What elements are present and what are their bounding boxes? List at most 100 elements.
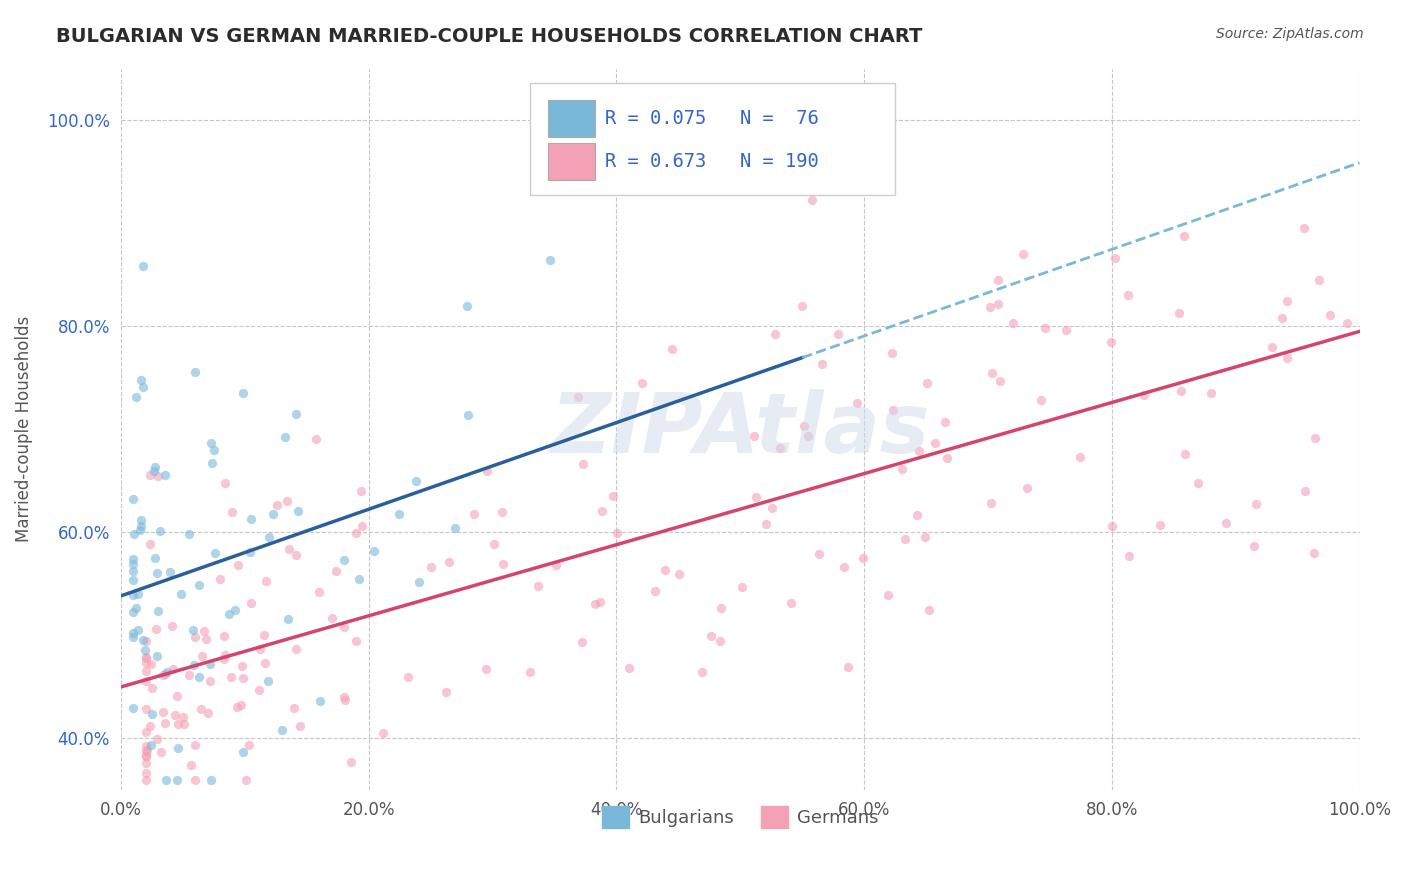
Point: [1336, 317, 1358, 331]
Point: [1174, 447, 1197, 461]
Point: [837, 660, 859, 674]
Point: [797, 429, 820, 443]
Point: [475, 464, 498, 478]
Point: [905, 508, 928, 523]
Point: [890, 462, 912, 476]
Point: [145, 622, 167, 636]
Point: [790, 299, 813, 313]
Point: [122, 701, 145, 715]
Point: [146, 604, 169, 618]
Point: [344, 634, 367, 648]
Point: [1002, 316, 1025, 330]
Point: [162, 662, 184, 676]
Point: [256, 673, 278, 688]
Point: [619, 661, 641, 675]
Point: [173, 717, 195, 731]
Point: [439, 555, 461, 569]
Point: [1261, 340, 1284, 354]
Point: [1277, 351, 1299, 365]
Point: [201, 456, 224, 470]
Point: [253, 656, 276, 670]
Point: [188, 578, 211, 592]
Point: [700, 629, 723, 643]
Point: [589, 595, 612, 609]
Point: [143, 550, 166, 565]
Point: [606, 526, 628, 541]
Point: [344, 525, 367, 540]
Point: [166, 689, 188, 703]
Point: [122, 551, 145, 566]
Point: [249, 642, 271, 657]
Point: [200, 436, 222, 450]
Point: [832, 560, 855, 574]
Point: [979, 300, 1001, 314]
Point: [135, 651, 157, 665]
Point: [1275, 293, 1298, 308]
Point: [1031, 392, 1053, 407]
Point: [419, 559, 441, 574]
Point: [1054, 323, 1077, 337]
Text: ZIPAtlas: ZIPAtlas: [551, 389, 929, 470]
Point: [270, 723, 292, 738]
Point: [153, 666, 176, 681]
Point: [1319, 308, 1341, 322]
Point: [183, 630, 205, 644]
Point: [436, 685, 458, 699]
Point: [165, 707, 187, 722]
Point: [882, 346, 904, 360]
Point: [122, 573, 145, 587]
Point: [138, 468, 160, 483]
Point: [463, 507, 485, 521]
Point: [139, 738, 162, 752]
Point: [333, 692, 356, 706]
Point: [184, 772, 207, 787]
Point: [149, 745, 172, 759]
Point: [128, 523, 150, 537]
Point: [769, 442, 792, 456]
Point: [332, 620, 354, 634]
Point: [180, 757, 202, 772]
Point: [235, 772, 257, 787]
Point: [134, 643, 156, 657]
Point: [457, 408, 479, 422]
Point: [1099, 334, 1122, 349]
Point: [325, 564, 347, 578]
Text: R = 0.075   N =  76: R = 0.075 N = 76: [605, 109, 820, 128]
Point: [262, 507, 284, 521]
Point: [845, 395, 868, 409]
Point: [129, 518, 152, 533]
Point: [1305, 431, 1327, 445]
Point: [135, 772, 157, 787]
Point: [172, 709, 194, 723]
Point: [139, 657, 162, 672]
Point: [918, 603, 941, 617]
Point: [934, 415, 956, 429]
Point: [308, 584, 330, 599]
Point: [195, 632, 218, 647]
FancyBboxPatch shape: [548, 100, 595, 137]
Point: [1033, 320, 1056, 334]
Point: [170, 587, 193, 601]
Point: [731, 580, 754, 594]
Text: Source: ZipAtlas.com: Source: ZipAtlas.com: [1216, 27, 1364, 41]
Point: [908, 444, 931, 458]
Point: [1101, 519, 1123, 533]
Point: [474, 662, 496, 676]
Point: [135, 656, 157, 670]
Point: [156, 665, 179, 679]
Point: [232, 671, 254, 685]
Point: [232, 386, 254, 401]
Point: [321, 611, 343, 625]
Point: [285, 548, 308, 562]
Point: [181, 623, 204, 637]
Point: [187, 670, 209, 684]
Point: [135, 749, 157, 764]
Point: [1149, 517, 1171, 532]
Point: [1104, 251, 1126, 265]
Point: [135, 649, 157, 664]
Point: [122, 588, 145, 602]
Point: [1243, 539, 1265, 553]
Point: [179, 668, 201, 682]
Point: [266, 498, 288, 512]
Point: [877, 588, 900, 602]
